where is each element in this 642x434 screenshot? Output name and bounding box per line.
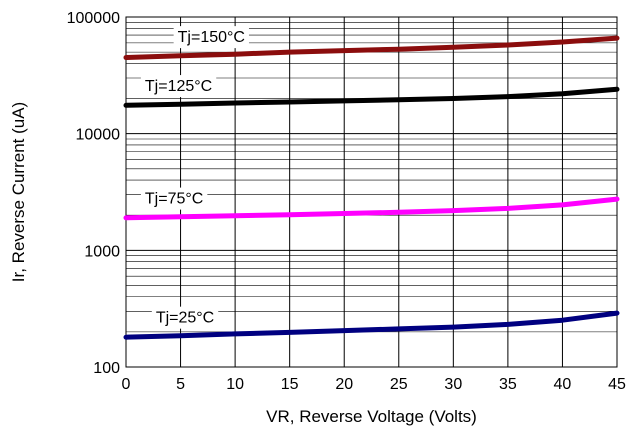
- y-tick-label: 1000: [84, 243, 120, 260]
- series-labels: Tj=150°C Tj=125°C Tj=75°C Tj=25°C: [140, 26, 249, 329]
- x-tick-label: 45: [608, 376, 626, 393]
- x-tick-label: 10: [226, 376, 244, 393]
- series-label-background: [140, 187, 208, 210]
- x-tick-label: 5: [176, 376, 185, 393]
- series-line: [123, 35, 620, 60]
- series-lines: [123, 35, 620, 340]
- x-tick-label: 15: [281, 376, 299, 393]
- y-tick-label: 100000: [67, 10, 120, 27]
- x-tick-label: 0: [122, 376, 131, 393]
- y-axis-label: Ir, Reverse Current (uA): [9, 102, 28, 282]
- x-tick-label: 25: [390, 376, 408, 393]
- series-line: [123, 86, 620, 108]
- series-label: Tj=25°C: [156, 310, 214, 327]
- x-axis-label: VR, Reverse Voltage (Volts): [266, 407, 477, 426]
- series-label: Tj=75°C: [145, 191, 203, 208]
- series-label: Tj=125°C: [145, 78, 212, 95]
- y-tick-label: 100: [93, 360, 120, 377]
- tick-labels: 0 5 10 15 20 25 30 35 40 45 100 1000 10000 100000: [67, 10, 626, 393]
- x-tick-label: 20: [335, 376, 353, 393]
- x-tick-label: 30: [444, 376, 462, 393]
- series-label: Tj=150°C: [178, 29, 245, 46]
- series-line: [123, 196, 620, 221]
- x-tick-label: 35: [499, 376, 517, 393]
- x-tick-label: 40: [554, 376, 572, 393]
- y-tick-label: 10000: [76, 127, 121, 144]
- series-label-background: [140, 75, 217, 98]
- plot-frame: [125, 16, 618, 368]
- series-label-background: [151, 306, 219, 329]
- series-label-background: [173, 26, 249, 49]
- series-line: [123, 310, 620, 340]
